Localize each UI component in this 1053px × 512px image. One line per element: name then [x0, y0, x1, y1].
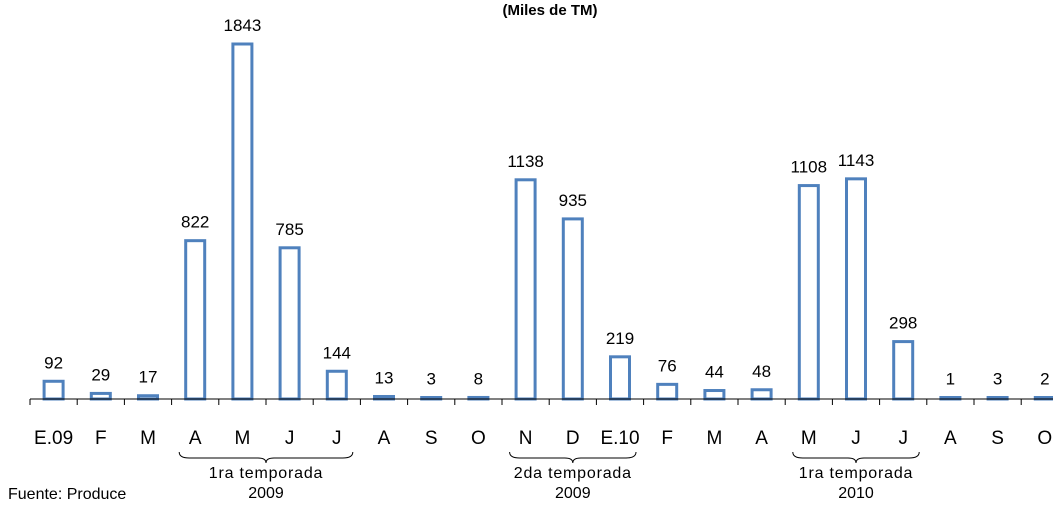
x-tick-label: M — [234, 428, 250, 449]
bar — [845, 177, 867, 401]
bar — [703, 389, 726, 401]
group-label: 1ra temporada — [799, 465, 913, 482]
bar — [656, 382, 679, 401]
data-label: 1108 — [791, 158, 828, 177]
x-tick-label: D — [566, 428, 580, 449]
data-label: 1843 — [223, 16, 261, 35]
data-label: 298 — [889, 314, 917, 333]
data-label: 822 — [181, 213, 209, 232]
group-annotations: 1ra temporada 2009 2da temporada 2009 1ra te… — [178, 451, 920, 502]
x-tick-label: M — [140, 428, 156, 449]
group-label: 1ra temporada — [209, 465, 323, 482]
data-label: 13 — [375, 368, 394, 387]
x-tick-label: S — [425, 428, 438, 449]
x-tick-label: M — [706, 428, 722, 449]
x-tick-label: A — [755, 428, 768, 449]
group-year: 2009 — [555, 485, 591, 502]
bar — [325, 369, 348, 401]
data-label: 1138 — [507, 152, 544, 171]
data-label: 3 — [993, 370, 1002, 389]
bar — [231, 42, 254, 401]
x-tick-label: F — [661, 428, 673, 449]
x-tick-label: J — [898, 428, 908, 449]
source-note: Fuente: Produce — [8, 486, 127, 503]
data-label: 48 — [752, 362, 771, 381]
bar — [561, 217, 584, 401]
data-label: 219 — [606, 329, 634, 348]
bar — [797, 184, 820, 401]
x-tick-label: O — [471, 428, 486, 449]
x-tick-label: O — [1037, 428, 1052, 449]
data-label: 3 — [426, 370, 435, 389]
bar — [609, 355, 631, 401]
data-label: 8 — [474, 369, 483, 388]
data-label: 144 — [323, 343, 351, 362]
bar — [42, 379, 65, 401]
bar — [514, 178, 537, 401]
x-tick-label: J — [332, 428, 342, 449]
x-tick-label: A — [944, 428, 957, 449]
x-tick-label: J — [851, 428, 861, 449]
bar — [184, 239, 207, 401]
x-tick-label: S — [991, 428, 1004, 449]
bar — [89, 391, 112, 401]
group-year: 2010 — [838, 485, 874, 502]
group-brace — [178, 451, 354, 464]
data-label: 2 — [1040, 370, 1049, 389]
labels-layer: 92E.0929F17M822A1843M785J144J13A3S8O1138… — [34, 16, 1052, 449]
data-label: 29 — [91, 365, 110, 384]
x-tick-label: N — [519, 428, 533, 449]
bar — [750, 388, 773, 401]
x-tick-label: E.09 — [34, 428, 73, 449]
bar — [892, 340, 915, 401]
x-tick-label: F — [95, 428, 107, 449]
group-label: 2da temporada — [514, 465, 632, 482]
bar — [278, 246, 301, 401]
chart-title: (Miles de TM) — [502, 2, 598, 19]
data-label: 785 — [275, 220, 303, 239]
data-label: 935 — [559, 191, 587, 210]
x-tick-label: A — [189, 428, 202, 449]
data-label: 76 — [658, 356, 677, 375]
x-tick-label: M — [801, 428, 817, 449]
x-tick-label: E.10 — [600, 428, 639, 449]
data-label: 1143 — [838, 151, 875, 170]
group-brace — [509, 451, 637, 464]
group-year: 2009 — [248, 485, 284, 502]
data-label: 1 — [946, 370, 955, 389]
data-label: 17 — [139, 368, 158, 387]
x-axis — [29, 398, 1053, 405]
data-label: 92 — [44, 353, 63, 372]
x-tick-label: A — [378, 428, 391, 449]
data-label: 44 — [705, 363, 724, 382]
group-brace — [792, 451, 920, 464]
x-tick-label: J — [285, 428, 295, 449]
